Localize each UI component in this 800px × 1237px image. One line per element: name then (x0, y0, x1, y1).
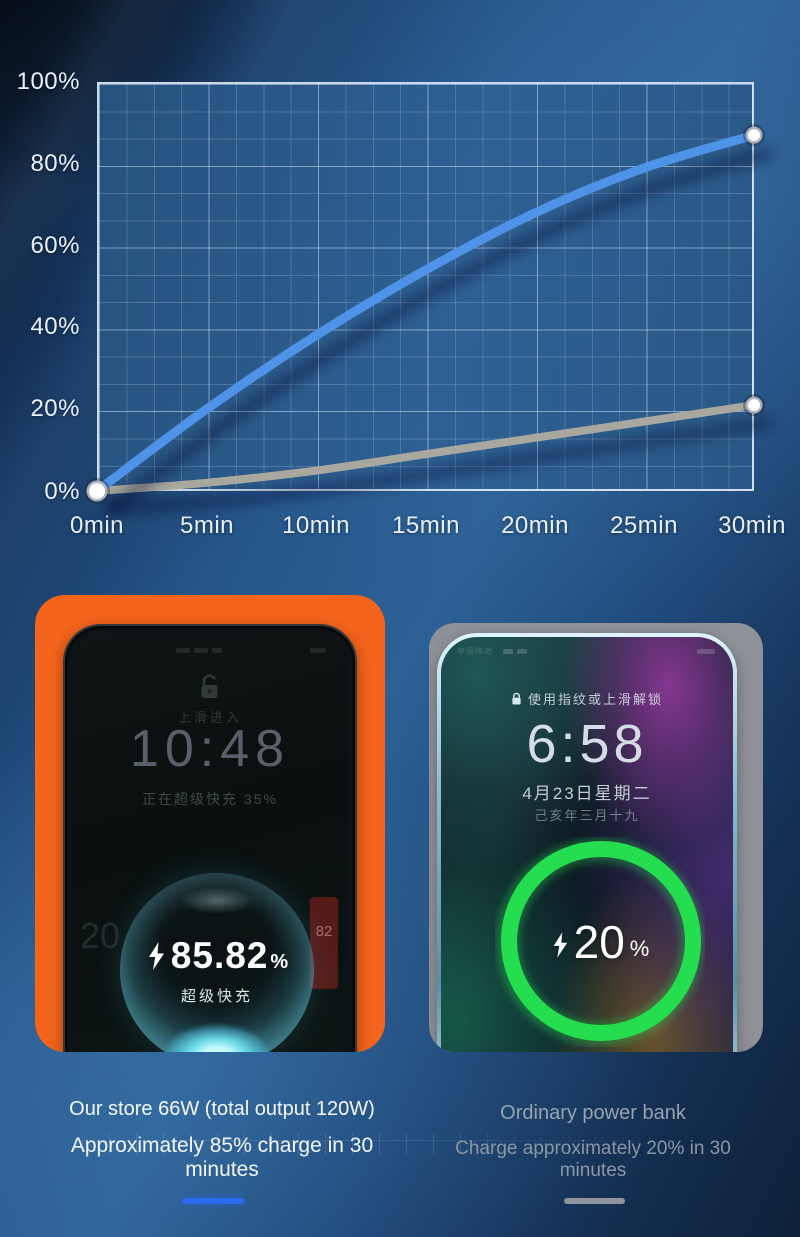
wifi-icon (517, 649, 527, 654)
fast-caption-line2: Approximately 85% charge in 30 minutes (70, 1134, 374, 1181)
origin-dot (84, 478, 110, 504)
fast-endpoint-dot (743, 124, 765, 147)
x-tick-20min: 20min (501, 512, 569, 539)
x-tick-0min: 0min (69, 512, 125, 539)
ring-percent-sign: % (629, 936, 650, 961)
statusbar-row: 中国移动 (441, 646, 733, 658)
charge-ring: 20 % (495, 837, 705, 1047)
signal-icon (176, 648, 190, 653)
x-tick-5min: 5min (179, 512, 235, 539)
swipe-hint: 上滑进入 (177, 710, 242, 725)
charge-curves (84, 124, 765, 504)
x-tick-30min: 30min (718, 512, 786, 539)
bubble-percent-sign: % (270, 950, 289, 973)
ordinary-phone: 中国移动 使用指纹或上滑解锁 6:58 4月23日星期二 己亥年三月十九 (437, 633, 737, 1052)
fast-charge-caption: Our store 66W (total output 120W) Approx… (40, 1098, 404, 1182)
statusbar-icons-faint (72, 645, 348, 657)
ordinary-caption: Ordinary power bank Charge approximately… (420, 1102, 766, 1182)
y-tick-40: 40% (30, 313, 80, 340)
banner-text: 82 (315, 923, 333, 940)
lockscreen-time: 6:58 (526, 714, 648, 774)
ordinary-powerbank-line (93, 401, 758, 495)
charge-bubble: 85.82 % 超级快充 (120, 873, 314, 1052)
date-text: 4月23日星期二 (522, 784, 652, 803)
ordinary-caption-line1: Ordinary power bank (500, 1102, 686, 1124)
ordinary-caption-line2: Charge approximately 20% in 30 minutes (455, 1138, 731, 1181)
wifi-icon (194, 648, 208, 653)
unlock-hint-text: 使用指纹或上滑解锁 (527, 692, 663, 707)
open-lock-icon (201, 674, 218, 698)
fast-caption-line1: Our store 66W (total output 120W) (69, 1098, 375, 1120)
y-tick-80: 80% (30, 150, 80, 177)
carrier-label: 中国移动 (457, 647, 493, 656)
y-tick-60: 60% (30, 232, 80, 259)
fast-charge-card: 上滑进入 10:48 正在超级快充 35% 20 82 85.82 % (35, 595, 385, 1052)
carousel-indicator-inactive (564, 1198, 625, 1204)
fast-charge-phone-screen: 上滑进入 10:48 正在超级快充 35% 20 82 85.82 % (72, 633, 348, 1052)
lightning-bolt-icon (553, 932, 567, 958)
statusbar-time-faint (697, 649, 715, 654)
network-icon (212, 648, 222, 653)
background-red-banner: 82 (310, 897, 338, 989)
carousel-indicator-active (182, 1198, 244, 1204)
green-ring-graphic (496, 838, 704, 1046)
y-tick-0: 0% (44, 478, 80, 505)
lunar-date-text: 己亥年三月十九 (534, 808, 640, 823)
ordinary-powerbank-card: 中国移动 使用指纹或上滑解锁 6:58 4月23日星期二 己亥年三月十九 (429, 623, 763, 1052)
y-tick-20: 20% (30, 395, 80, 422)
bubble-content: 85.82 % 超级快充 (120, 873, 314, 1052)
x-tick-15min: 15min (392, 512, 460, 539)
ring-percent-value: 20 (573, 916, 625, 968)
battery-icon (310, 648, 326, 653)
super-fast-charge-label: 超级快充 (180, 987, 253, 1005)
bubble-percent-value: 85.82 (170, 934, 269, 976)
lockscreen-time: 10:48 (129, 720, 291, 778)
unlock-hint-row: 使用指纹或上滑解锁 (441, 689, 733, 708)
lock-icon (512, 692, 521, 704)
x-tick-10min: 10min (282, 512, 350, 539)
ordinary-endpoint-dot (743, 394, 765, 417)
lightning-bolt-icon (148, 941, 164, 970)
fast-charge-phone: 上滑进入 10:48 正在超级快充 35% 20 82 85.82 % (63, 624, 357, 1052)
ring-percent-row: 20 % (495, 837, 705, 1047)
x-tick-25min: 25min (610, 512, 678, 539)
y-tick-100: 100% (16, 68, 80, 95)
fast-charge-line (92, 130, 759, 496)
signal-icon (503, 649, 513, 654)
ordinary-phone-screen: 中国移动 使用指纹或上滑解锁 6:58 4月23日星期二 己亥年三月十九 (441, 637, 733, 1052)
charging-status-text: 正在超级快充 35% (142, 791, 278, 807)
lock-icon-row (72, 673, 348, 706)
background-ghost-number: 20 (80, 915, 121, 956)
